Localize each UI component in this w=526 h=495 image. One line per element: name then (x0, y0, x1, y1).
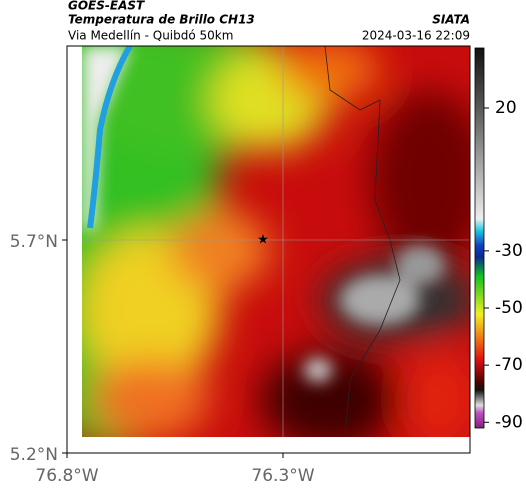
lon-label: 76.3°W (251, 466, 314, 486)
title: Temperatura de Brillo CH13 (68, 13, 255, 27)
lat-label: 5.2°N (10, 445, 58, 465)
location-marker: ★ (257, 233, 269, 248)
agency: SIATA (432, 13, 470, 27)
colorbar-tick-label: -70 (495, 355, 523, 375)
lat-label: 5.7°N (10, 232, 58, 252)
colorbar-tick-label: -30 (495, 241, 523, 261)
satellite-image: ★ (82, 46, 470, 437)
lon-label: 76.8°W (35, 466, 98, 486)
colorbar-tick-label: -50 (495, 298, 523, 318)
colorbar-tick-label: -90 (495, 412, 523, 432)
colorbar (474, 47, 485, 429)
colorbar-tick-label: 20 (495, 98, 517, 118)
subtitle: Via Medellín - Quibdó 50km (68, 29, 233, 43)
timestamp: 2024-03-16 22:09 (362, 29, 470, 43)
source: GOES-EAST (68, 0, 145, 13)
